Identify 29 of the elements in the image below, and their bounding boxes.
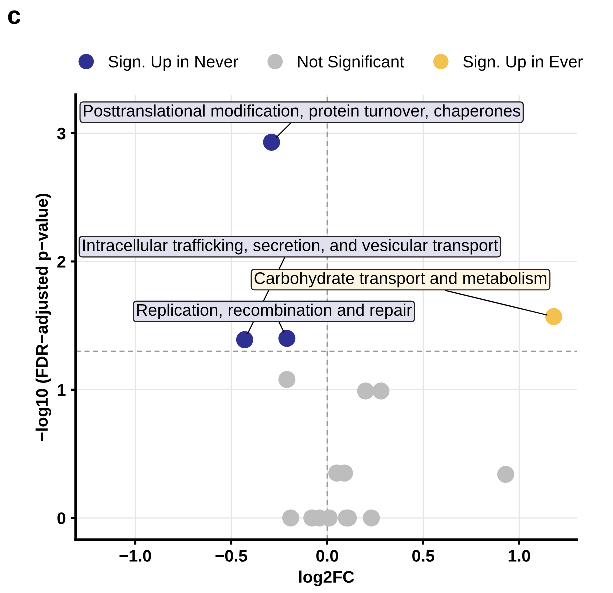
point xyxy=(363,510,380,527)
annotation: Replication, recombination and repair xyxy=(138,304,412,320)
x-tick-label: 1.0 xyxy=(508,550,530,562)
annotation: Posttranslational modification, protein turnover, chaperones xyxy=(84,104,520,120)
point xyxy=(278,330,296,348)
point xyxy=(545,308,562,326)
y-axis-title: −log10 (FDR−adjusted p−value) xyxy=(36,194,52,442)
text: c xyxy=(8,10,21,24)
y-tick-label: 3 xyxy=(57,128,66,140)
point xyxy=(263,134,280,151)
point xyxy=(278,371,296,388)
x-tick-label: −1.0 xyxy=(120,550,152,562)
y-tick-label: 0 xyxy=(58,512,66,524)
legend-label: Sign. Up in Ever xyxy=(464,56,583,72)
point xyxy=(236,331,254,348)
point xyxy=(357,382,374,400)
x-tick-label: −0.5 xyxy=(216,550,248,562)
legend-label: Sign. Up in Never xyxy=(108,56,238,72)
point xyxy=(497,466,514,484)
y-tick-label: 1 xyxy=(58,384,66,396)
point xyxy=(372,382,390,400)
x-tick-label: 0.0 xyxy=(316,550,338,562)
legend-label: Not Significant xyxy=(298,56,404,72)
point xyxy=(282,510,300,527)
annotation: Carbohydrate transport and metabolism xyxy=(254,272,547,288)
x-axis-title: log2FC xyxy=(299,570,354,586)
annotation: Intracellular trafficking, secretion, and vesicular transport xyxy=(83,239,498,255)
y-tick-label: 2 xyxy=(58,256,66,268)
x-tick-label: 0.5 xyxy=(412,550,435,562)
